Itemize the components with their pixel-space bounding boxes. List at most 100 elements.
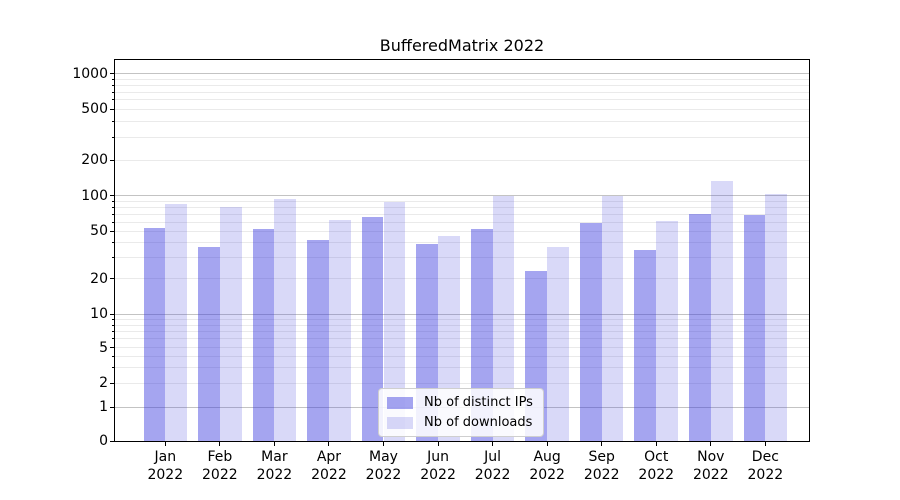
y-tick-label: 20 (90, 270, 108, 287)
gridline-minor (115, 99, 809, 101)
gridline-minor (115, 121, 809, 122)
y-tick-minor (112, 99, 114, 101)
y-tick-minor (112, 242, 114, 244)
x-tick-label-jan: Jan 2022 (147, 449, 184, 483)
bar-ips-apr (307, 240, 329, 441)
x-tick-label-oct: Oct 2022 (638, 449, 675, 483)
x-tick (492, 442, 494, 446)
bar-downloads-dec (765, 193, 788, 441)
gridline-minor (115, 347, 809, 349)
y-tick-minor (112, 324, 114, 326)
gridline-minor (115, 382, 809, 384)
gridline-minor (115, 221, 809, 223)
x-tick-label-dec: Dec 2022 (747, 449, 784, 483)
x-tick-label-feb: Feb 2022 (202, 449, 238, 483)
gridline-major (115, 195, 809, 197)
x-tick-label-nov: Nov 2022 (692, 449, 729, 483)
bar-downloads-sep (601, 195, 624, 441)
legend-swatch-downloads (387, 416, 413, 429)
gridline-minor (115, 108, 809, 110)
gridline-minor (115, 257, 809, 259)
bar-ips-sep (579, 223, 602, 441)
gridline-minor (115, 213, 809, 215)
y-tick-minor (112, 366, 114, 368)
y-tick (110, 108, 114, 110)
bar-ips-feb (198, 246, 220, 441)
bar-downloads-feb (219, 207, 242, 441)
x-tick (328, 442, 330, 446)
y-tick-label: 1000 (72, 65, 108, 82)
gridline-minor (115, 91, 809, 93)
y-tick-label: 200 (81, 152, 108, 169)
y-tick (110, 278, 114, 280)
x-tick (437, 442, 439, 446)
gridline-minor (115, 84, 809, 86)
gridline-minor (115, 200, 809, 202)
y-tick-minor (112, 257, 114, 259)
bar-ips-oct (634, 249, 657, 441)
y-tick-label: 1 (99, 399, 108, 416)
gridline-minor (115, 159, 809, 161)
x-tick (164, 442, 166, 446)
y-tick-label: 0 (99, 433, 108, 449)
y-tick-label: 100 (81, 187, 108, 204)
x-tick-label-sep: Sep 2022 (583, 449, 620, 483)
y-tick-minor (112, 200, 114, 202)
gridline-minor (115, 338, 809, 340)
gridline-minor (115, 242, 809, 244)
legend-label-distinct-ips: Nb of distinct IPs (424, 395, 533, 410)
bar-ips-dec (743, 215, 766, 441)
x-tick (273, 442, 275, 446)
x-tick-label-mar: Mar 2022 (256, 449, 293, 483)
bar-downloads-jan (165, 204, 188, 441)
x-tick (546, 442, 548, 446)
y-tick-minor (112, 137, 114, 139)
y-tick-minor (112, 121, 114, 122)
y-tick-label: 5 (99, 339, 108, 356)
bar-ips-mar (252, 229, 275, 441)
gridline-minor (115, 78, 809, 80)
y-tick-minor (112, 206, 114, 208)
y-tick-minor (112, 338, 114, 340)
bar-downloads-oct (656, 221, 679, 441)
gridline-major (115, 313, 809, 315)
x-tick (219, 442, 221, 446)
x-tick (601, 442, 603, 446)
legend-swatch-distinct-ips (387, 396, 413, 409)
bar-ips-jan (143, 227, 166, 441)
y-tick-minor (112, 330, 114, 332)
y-tick (110, 440, 114, 442)
x-tick-label-jul: Jul 2022 (474, 449, 511, 483)
legend-label-downloads: Nb of downloads (424, 415, 533, 430)
legend: Nb of distinct IPs Nb of downloads (378, 388, 544, 437)
y-tick (110, 406, 114, 408)
y-tick (110, 231, 114, 232)
y-tick-minor (112, 221, 114, 223)
y-tick-minor (112, 91, 114, 93)
gridline-minor (115, 278, 809, 280)
gridline-minor (115, 366, 809, 368)
y-tick-minor (112, 78, 114, 80)
bar-ips-may (361, 216, 384, 441)
x-tick-label-jun: Jun 2022 (420, 449, 456, 483)
bar-ips-nov (689, 214, 711, 441)
bar-downloads-apr (328, 219, 351, 441)
bar-downloads-may (383, 201, 406, 441)
bar-downloads-aug (547, 246, 569, 441)
chart-title: BufferedMatrix 2022 (379, 36, 545, 55)
bar-downloads-nov (710, 181, 733, 441)
y-tick-minor (112, 213, 114, 215)
x-tick-label-aug: Aug 2022 (529, 449, 565, 483)
y-tick-label: 2 (99, 375, 108, 392)
x-tick (383, 442, 384, 446)
y-tick-minor (112, 84, 114, 86)
x-tick (655, 442, 657, 446)
y-tick (110, 347, 114, 349)
gridline-major (115, 73, 809, 75)
y-tick (110, 313, 114, 315)
x-tick (710, 442, 712, 446)
gridline-minor (115, 137, 809, 139)
gridline-minor (115, 318, 809, 320)
y-tick-label: 10 (90, 306, 108, 323)
